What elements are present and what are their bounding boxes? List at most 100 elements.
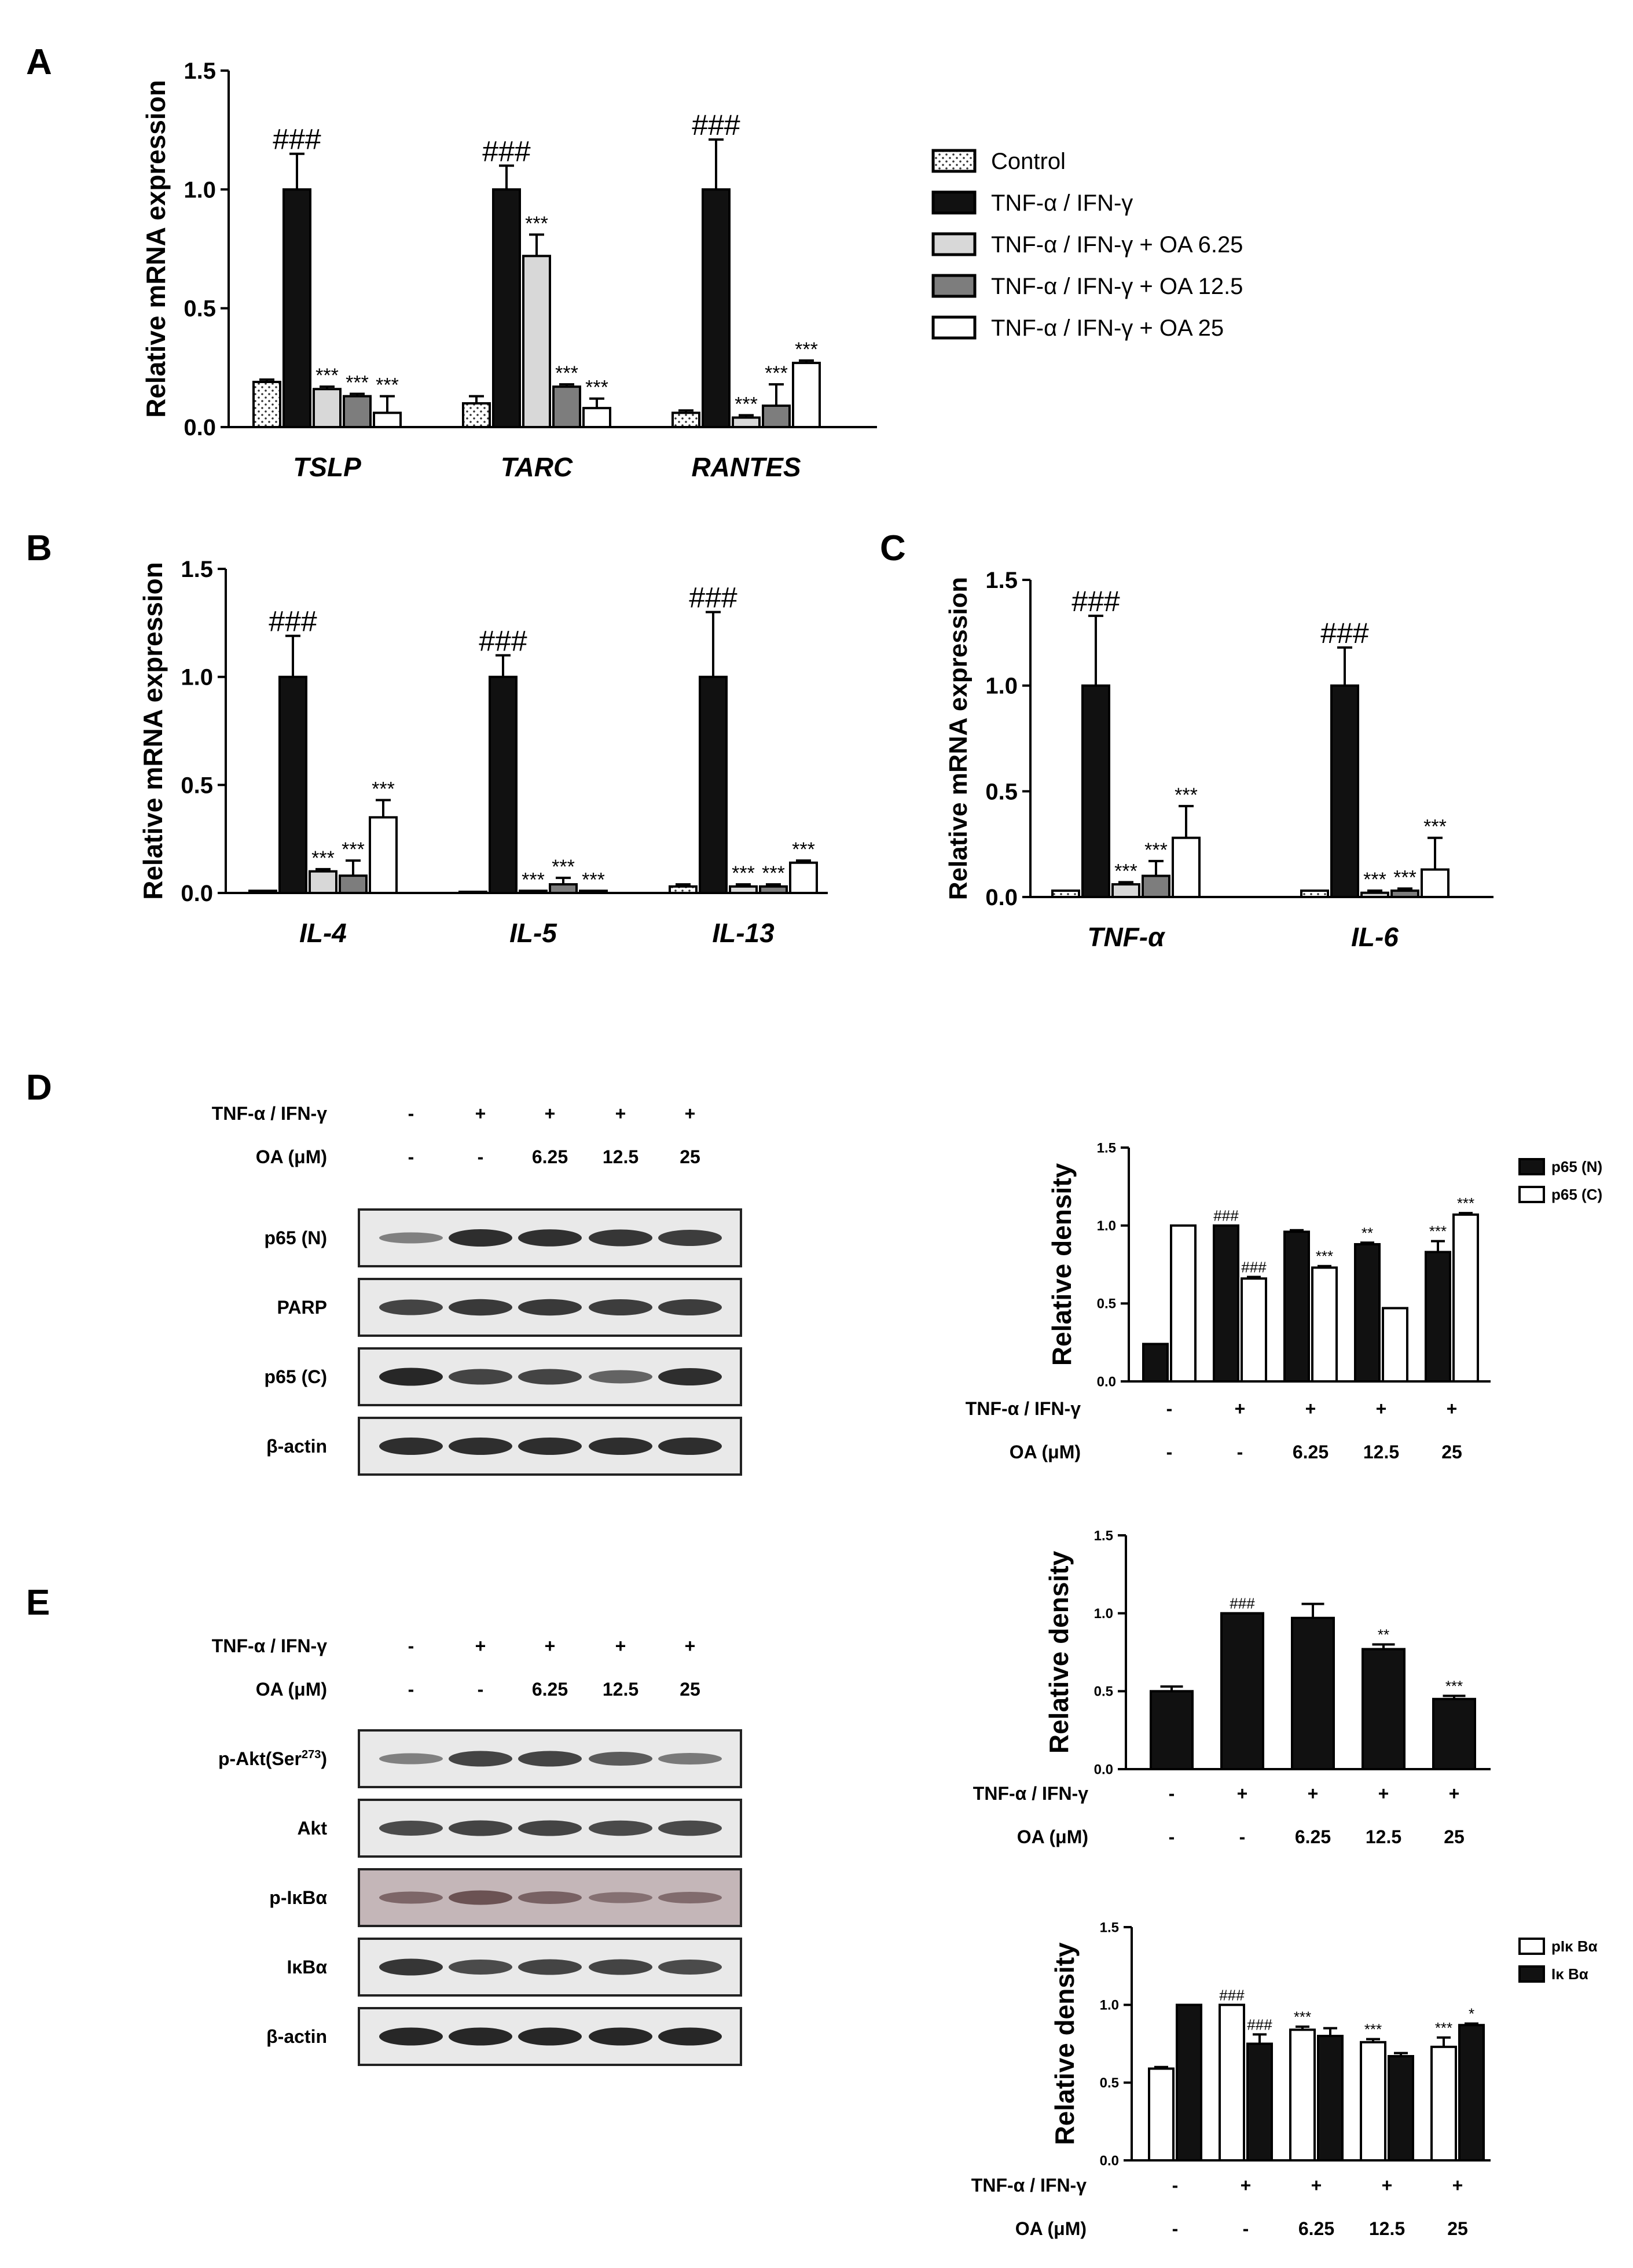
treatment-value: 6.25 <box>1298 2218 1334 2239</box>
treatment-value: + <box>1452 2175 1463 2196</box>
treatment-value: - <box>1169 1783 1175 1804</box>
bar <box>1150 1690 1194 1770</box>
y-tick-label: 0.0 <box>985 885 1018 910</box>
blot-row-label: Akt <box>297 1818 327 1839</box>
treatment-row-label: OA (μM) <box>256 1679 327 1700</box>
legend-swatch <box>931 315 977 340</box>
significance-label: ### <box>1320 617 1369 649</box>
treatment-value: - <box>1243 2218 1249 2239</box>
treatment-value: - <box>1237 1442 1243 1462</box>
blot-band <box>379 2027 443 2046</box>
treatment-row-label: OA (μM) <box>1015 2218 1087 2239</box>
treatment-value: 6.25 <box>532 1146 568 1167</box>
bar <box>1111 883 1140 898</box>
significance-label: *** <box>1316 1248 1333 1265</box>
legend-a: Control TNF-α / IFN-γ TNF-α / IFN-γ + OA 6… <box>931 149 1243 341</box>
blot-band <box>589 1892 652 1903</box>
blot-row-label: PARP <box>277 1297 327 1318</box>
treatment-value: + <box>1311 2175 1322 2196</box>
treatment-value: - <box>1166 1442 1173 1462</box>
significance-label: *** <box>1364 2020 1382 2038</box>
blot-row-label-main: p-Akt(Ser <box>218 1748 302 1769</box>
bar <box>458 891 487 894</box>
category-label: IL-13 <box>712 918 775 948</box>
treatment-value: + <box>1376 1398 1387 1419</box>
y-tick-label: 1.5 <box>184 58 216 84</box>
blot-row-label: β-actin <box>266 1436 327 1457</box>
significance-label: *** <box>525 212 548 234</box>
blot-row-label-sup: 273 <box>302 1748 321 1761</box>
treatment-value: - <box>408 1103 414 1124</box>
blot-band <box>658 1753 722 1765</box>
blot-band <box>518 1820 582 1836</box>
treatment-row-label: OA (μM) <box>1010 1442 1081 1462</box>
blot-band <box>589 1959 652 1975</box>
blot-band <box>658 1820 722 1836</box>
treatment-value: - <box>1172 2218 1179 2239</box>
bar <box>282 188 311 428</box>
bar <box>1432 1697 1476 1771</box>
blot-band <box>518 1959 582 1975</box>
significance-label: ### <box>273 123 321 156</box>
blot-band <box>518 1751 582 1767</box>
treatment-value: - <box>1239 1826 1246 1847</box>
treatment-row-label: TNF-α / IFN-γ <box>966 1398 1081 1419</box>
blot-band <box>449 2027 512 2046</box>
blot-row-label: p-Akt(Ser273) <box>218 1748 327 1769</box>
treatment-value: 6.25 <box>1295 1826 1331 1847</box>
panel-letter-e: E <box>26 1583 50 1623</box>
blot-band <box>658 1230 722 1246</box>
treatment-value: 12.5 <box>1363 1442 1399 1462</box>
category-label: TARC <box>501 452 573 482</box>
panel-letter-d: D <box>26 1068 52 1108</box>
significance-label: *** <box>315 365 339 387</box>
significance-label: ### <box>1247 2016 1272 2033</box>
bar <box>582 407 611 428</box>
bar <box>1458 2024 1485 2162</box>
blot-band <box>658 1438 722 1455</box>
bar <box>732 416 761 428</box>
bar <box>309 870 337 894</box>
blot-band <box>449 1229 512 1247</box>
bar <box>1362 1648 1406 1770</box>
panel-letter-b: B <box>26 528 52 568</box>
blot-band <box>589 1820 652 1836</box>
panel-letter-a: A <box>26 42 52 82</box>
treatment-value: 6.25 <box>532 1679 568 1700</box>
y-axis-label: Relative mRNA expression <box>944 577 973 900</box>
y-tick-label: 1.5 <box>985 568 1018 593</box>
blot-band <box>379 1891 443 1904</box>
blot-band <box>589 2027 652 2046</box>
category-label: IL-6 <box>1351 922 1399 952</box>
bar <box>489 675 518 894</box>
bar <box>1300 889 1329 899</box>
significance-label: ### <box>1241 1259 1267 1276</box>
treatment-value: - <box>1169 1826 1175 1847</box>
y-tick-label: 1.5 <box>181 557 213 582</box>
legend-label: TNF-α / IFN-γ <box>991 190 1133 216</box>
y-tick-label: 1.0 <box>1097 1218 1116 1234</box>
significance-label: *** <box>1114 860 1137 882</box>
legend-label: Control <box>991 149 1066 174</box>
treatment-value: 25 <box>1444 1826 1465 1847</box>
y-axis-label: Relative density <box>1049 1942 1080 2145</box>
treatment-value: - <box>478 1146 484 1167</box>
bar <box>1142 1343 1169 1383</box>
bar <box>1430 2045 1457 2162</box>
category-label: TSLP <box>293 452 361 482</box>
category-label: IL-4 <box>299 918 347 948</box>
bar <box>549 883 578 894</box>
bar <box>729 885 758 895</box>
legend-label: TNF-α / IFN-γ + OA 6.25 <box>991 232 1243 258</box>
blot-row-label-close: ) <box>321 1748 327 1769</box>
blot-band <box>449 1890 512 1905</box>
significance-label: *** <box>372 778 395 800</box>
treatment-value: 6.25 <box>1293 1442 1329 1462</box>
y-axis-label: Relative mRNA expression <box>138 562 168 900</box>
treatment-value: + <box>685 1635 696 1656</box>
blot-band <box>379 1299 443 1315</box>
legend-swatch <box>1518 1186 1545 1203</box>
bar <box>671 411 700 428</box>
